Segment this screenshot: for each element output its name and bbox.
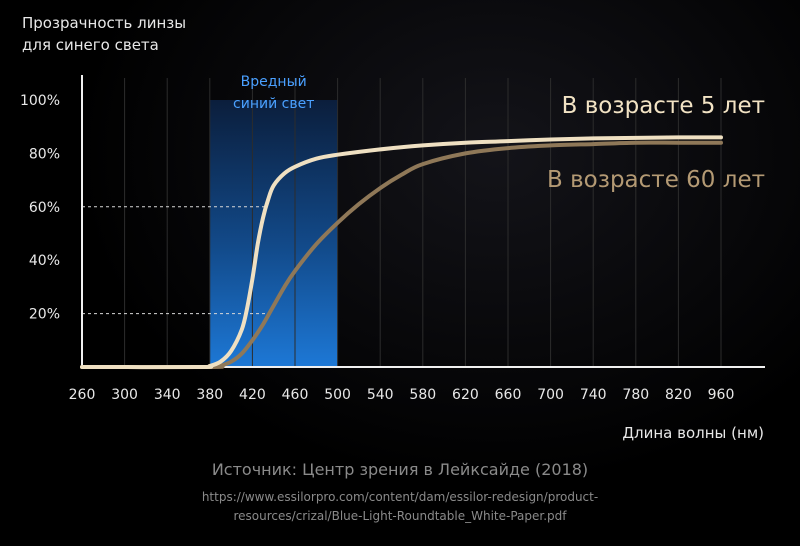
y-tick-label: 100% <box>20 93 60 109</box>
x-tick-label: 620 <box>452 387 479 403</box>
legend-age-5: В возрасте 5 лет <box>562 93 765 119</box>
y-axis-title: Прозрачность линзы для синего света <box>22 12 186 56</box>
legend-age-60: В возрасте 60 лет <box>547 167 765 193</box>
y-axis-title-line-1: Прозрачность линзы <box>22 14 187 32</box>
source-url-line-2: resources/crizal/Blue-Light-Roundtable_W… <box>233 509 567 523</box>
x-tick-label: 780 <box>622 387 649 403</box>
y-tick-label: 60% <box>29 200 60 216</box>
x-tick-label: 660 <box>495 387 522 403</box>
x-tick-label: 380 <box>196 387 223 403</box>
x-axis-title: Длина волны (нм) <box>622 424 764 442</box>
band-label-line: Вредный <box>241 74 307 90</box>
y-tick-label: 40% <box>29 253 60 269</box>
x-tick-label: 700 <box>537 387 564 403</box>
source-url: https://www.essilorpro.com/content/dam/e… <box>0 488 800 526</box>
x-tick-label: 580 <box>409 387 436 403</box>
series-line-age-5 <box>80 135 723 370</box>
x-tick-label: 740 <box>580 387 607 403</box>
series-line-age-60 <box>80 140 723 370</box>
x-tick-label: 340 <box>154 387 181 403</box>
x-tick-label: 260 <box>69 387 96 403</box>
blue-light-band <box>209 100 338 367</box>
source-text: Источник: Центр зрения в Лейксайде (2018… <box>211 460 589 479</box>
source-url-line-1: https://www.essilorpro.com/content/dam/e… <box>201 490 599 504</box>
x-tick-label: 540 <box>367 387 394 403</box>
x-tick-label: 300 <box>111 387 138 403</box>
y-axis-title-line-2: для синего света <box>22 36 159 54</box>
band-label-line: синий свет <box>233 96 314 112</box>
x-tick-label: 460 <box>282 387 309 403</box>
x-tick-label: 960 <box>708 387 735 403</box>
y-tick-label: 80% <box>29 146 60 162</box>
x-tick-label: 820 <box>665 387 692 403</box>
x-tick-label: 420 <box>239 387 266 403</box>
x-tick-label: 500 <box>324 387 351 403</box>
y-tick-label: 20% <box>29 307 60 323</box>
